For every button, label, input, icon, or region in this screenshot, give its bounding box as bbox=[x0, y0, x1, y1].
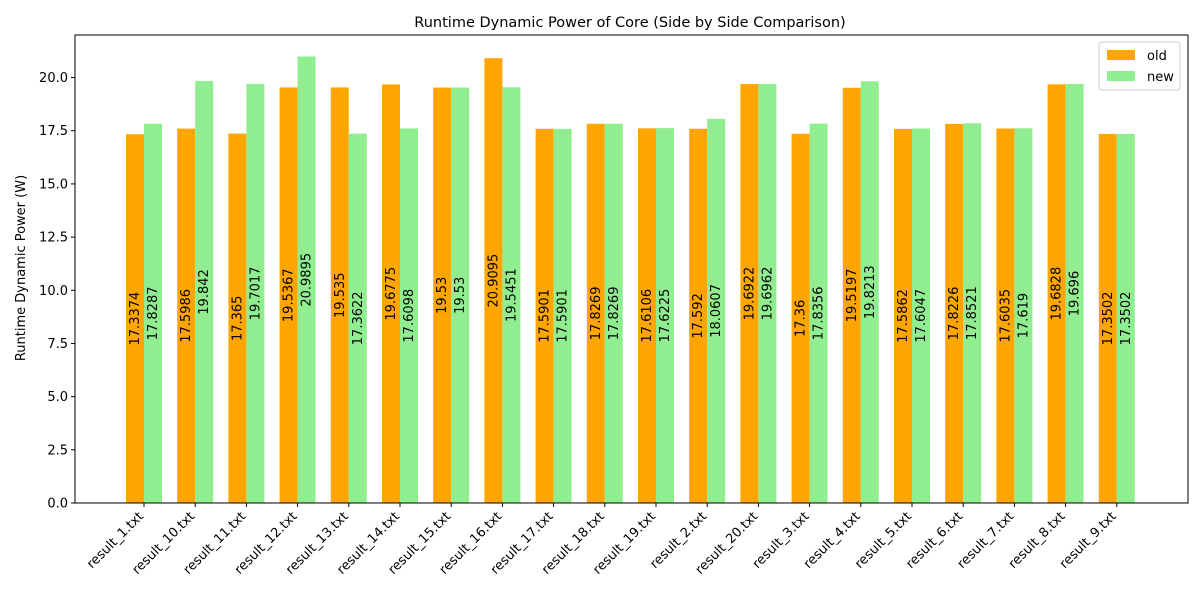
data-label-new-17: 17.8521 bbox=[965, 286, 980, 340]
legend-label-new: new bbox=[1147, 70, 1174, 85]
data-label-new-9: 17.5901 bbox=[556, 289, 571, 343]
bar-old-14 bbox=[791, 133, 810, 504]
y-axis-label: Runtime Dynamic Power (W) bbox=[14, 175, 29, 361]
bar-old-13 bbox=[740, 84, 759, 503]
y-tick-label: 5.0 bbox=[47, 390, 68, 405]
bar-new-6 bbox=[400, 128, 418, 503]
plot-frame bbox=[74, 34, 1189, 504]
data-label-new-13: 19.6962 bbox=[760, 267, 775, 321]
chart-title: Runtime Dynamic Power of Core (Side by S… bbox=[414, 15, 845, 31]
bar-new-9 bbox=[553, 128, 572, 503]
data-label-new-19: 19.696 bbox=[1068, 271, 1083, 317]
bar-old-3 bbox=[228, 133, 247, 503]
data-label-old-14: 17.36 bbox=[794, 300, 809, 337]
bar-new-2 bbox=[195, 80, 214, 503]
bar-old-10 bbox=[586, 123, 605, 503]
data-label-new-16: 17.6047 bbox=[914, 289, 929, 343]
bar-old-17 bbox=[945, 123, 964, 504]
data-label-old-12: 17.592 bbox=[691, 293, 706, 339]
bar-new-15 bbox=[860, 81, 879, 503]
data-label-old-13: 19.6922 bbox=[742, 267, 757, 321]
y-tick-label: 17.5 bbox=[39, 124, 68, 139]
data-label-old-7: 19.53 bbox=[435, 277, 450, 314]
bar-new-7 bbox=[451, 87, 470, 503]
data-label-new-5: 17.3622 bbox=[351, 291, 366, 345]
data-label-new-14: 17.8356 bbox=[812, 286, 827, 340]
data-label-old-10: 17.8269 bbox=[589, 287, 604, 341]
bar-old-12 bbox=[689, 128, 708, 503]
bar-new-10 bbox=[604, 123, 623, 503]
bar-new-11 bbox=[656, 128, 674, 503]
y-tick-label: 7.5 bbox=[47, 337, 68, 352]
data-label-new-2: 19.842 bbox=[197, 269, 212, 315]
bar-old-15 bbox=[842, 87, 861, 503]
y-tick-label: 2.5 bbox=[47, 443, 68, 458]
bar-old-7 bbox=[433, 87, 452, 503]
bar-old-19 bbox=[1047, 84, 1066, 504]
data-label-old-3: 17.365 bbox=[230, 296, 245, 342]
data-label-old-16: 17.5862 bbox=[896, 289, 911, 343]
data-label-old-11: 17.6106 bbox=[640, 289, 655, 343]
bar-old-4 bbox=[279, 87, 298, 503]
bar-old-16 bbox=[894, 128, 912, 504]
data-label-old-20: 17.3502 bbox=[1101, 292, 1116, 346]
data-label-old-6: 19.6775 bbox=[384, 267, 399, 321]
bar-new-1 bbox=[144, 123, 162, 503]
data-label-old-1: 17.3374 bbox=[128, 292, 143, 346]
data-label-old-9: 17.5901 bbox=[538, 289, 553, 343]
y-tick-label: 0.0 bbox=[47, 497, 68, 512]
data-label-new-12: 18.0607 bbox=[709, 284, 724, 338]
bar-new-3 bbox=[246, 83, 265, 503]
data-label-old-2: 17.5986 bbox=[179, 289, 194, 343]
data-label-old-4: 19.5367 bbox=[282, 268, 297, 322]
data-label-new-1: 17.8287 bbox=[146, 286, 161, 340]
bar-new-8 bbox=[502, 87, 521, 504]
bar-old-9 bbox=[535, 128, 554, 503]
bar-new-14 bbox=[809, 123, 828, 504]
bar-old-2 bbox=[177, 128, 196, 504]
bar-new-5 bbox=[348, 133, 367, 503]
legend: old new bbox=[1098, 41, 1181, 91]
data-label-new-20: 17.3502 bbox=[1119, 292, 1134, 346]
bar-new-20 bbox=[1116, 133, 1135, 503]
data-label-new-7: 19.53 bbox=[453, 277, 468, 314]
bar-old-11 bbox=[638, 128, 656, 503]
data-label-old-15: 19.5197 bbox=[845, 268, 860, 322]
bar-new-16 bbox=[912, 128, 930, 504]
data-label-new-11: 17.6225 bbox=[658, 289, 673, 343]
bar-old-8 bbox=[484, 58, 503, 504]
legend-swatch-old bbox=[1107, 50, 1135, 60]
data-label-old-5: 19.535 bbox=[333, 272, 348, 318]
y-tick-label: 15.0 bbox=[39, 177, 68, 192]
bar-new-12 bbox=[707, 118, 726, 503]
data-label-old-18: 17.6035 bbox=[998, 289, 1013, 343]
bar-old-18 bbox=[996, 128, 1015, 503]
bar-new-18 bbox=[1014, 128, 1033, 504]
bar-old-1 bbox=[126, 134, 144, 503]
bar-old-6 bbox=[382, 84, 400, 503]
data-label-new-4: 20.9895 bbox=[300, 253, 315, 307]
bar-old-5 bbox=[330, 87, 349, 504]
data-label-old-8: 20.9095 bbox=[486, 254, 501, 308]
bar-new-4 bbox=[297, 56, 316, 503]
bar-new-17 bbox=[963, 123, 982, 503]
data-label-new-18: 17.619 bbox=[1016, 293, 1031, 339]
y-tick-label: 12.5 bbox=[39, 231, 68, 246]
data-label-new-3: 19.7017 bbox=[248, 267, 263, 321]
data-label-new-10: 17.8269 bbox=[607, 287, 622, 341]
bar-new-13 bbox=[758, 84, 777, 503]
plot-area: 17.3374 17.5986 17.365 19.5367 19.535 19.6775… bbox=[39, 34, 1189, 578]
data-label-new-15: 19.8213 bbox=[863, 265, 878, 319]
data-label-new-8: 19.5451 bbox=[504, 268, 519, 322]
data-label-new-6: 17.6098 bbox=[402, 289, 417, 343]
y-tick-label: 20.0 bbox=[39, 71, 68, 86]
bar-old-20 bbox=[1098, 133, 1117, 503]
legend-swatch-new bbox=[1107, 71, 1135, 81]
y-tick-label: 10.0 bbox=[39, 284, 68, 299]
data-label-old-19: 19.6828 bbox=[1050, 267, 1065, 321]
legend-label-old: old bbox=[1147, 49, 1167, 64]
data-label-old-17: 17.8226 bbox=[947, 287, 962, 341]
bar-new-19 bbox=[1065, 84, 1084, 504]
